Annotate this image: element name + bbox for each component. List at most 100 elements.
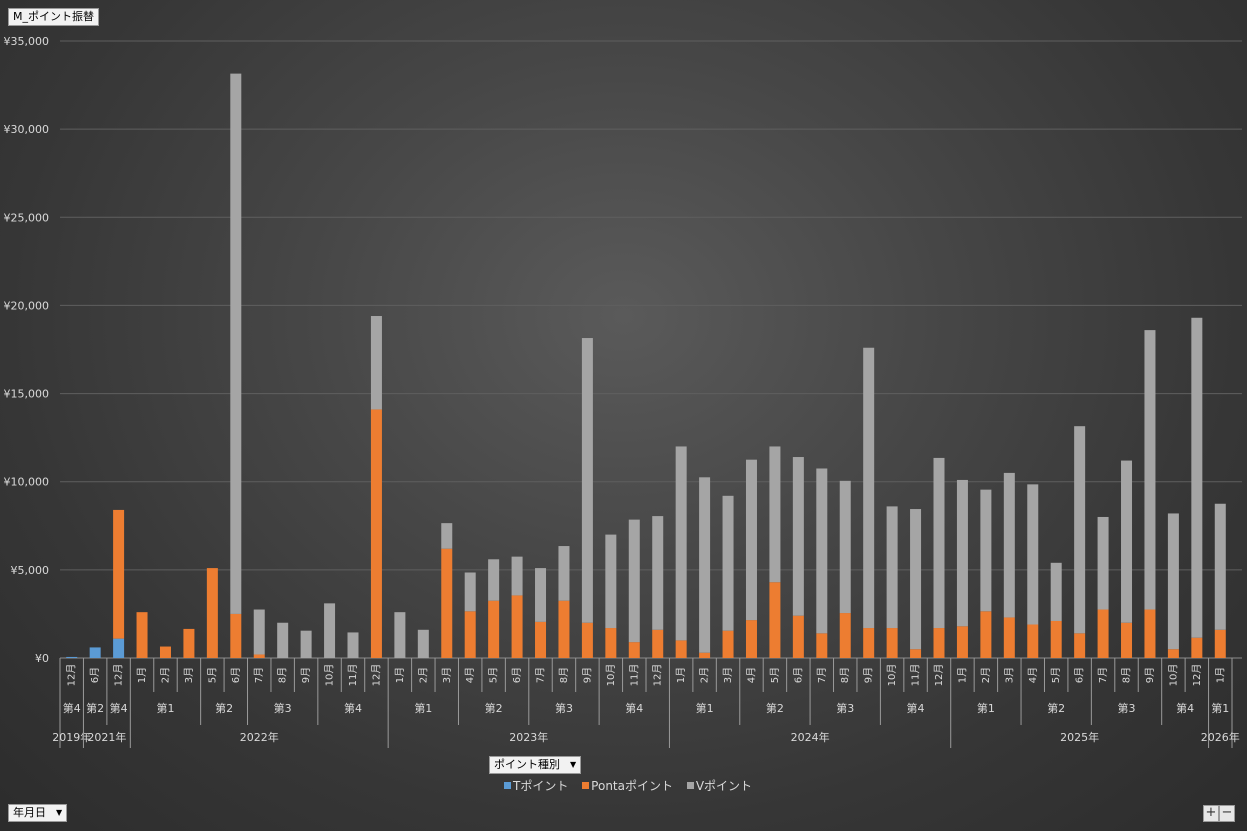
bar-v [1050,562,1062,621]
bar-ponta [1074,633,1086,658]
month-label: 2月 [699,667,711,683]
series-field-button[interactable]: ポイント種別 ▼ [489,756,582,774]
month-label: 4月 [1027,667,1039,683]
zoom-in-button[interactable]: + [1203,805,1219,822]
quarter-label: 第1 [977,701,995,715]
bar-ponta [488,600,500,658]
bar-v [300,630,312,658]
axis-field-label: 年月日 [13,806,46,819]
month-label: 6月 [230,667,242,683]
legend-item-v: Vポイント [686,777,752,794]
bar-v [956,479,968,627]
bar-ponta [745,620,757,658]
month-label: 10月 [324,664,336,687]
axis-field-button[interactable]: 年月日 ▼ [8,804,68,822]
chart-legend: Tポイント Pontaポイント Vポイント [504,777,762,794]
bar-ponta [605,628,617,658]
chevron-down-icon: ▼ [56,808,63,817]
bar-v [605,534,617,629]
chevron-down-icon: ▼ [570,760,577,769]
y-tick-label: ¥20,000 [4,299,50,312]
bar-ponta [1144,609,1156,658]
month-label: 3月 [722,667,734,683]
quarter-label: 第4 [344,701,362,715]
bar-v [464,572,476,612]
bar-v [745,459,757,621]
bar-t [66,656,78,658]
report-filter-button[interactable]: M_ポイント振替 [8,8,99,26]
y-tick-label: ¥15,000 [4,388,50,401]
month-label: 12月 [66,664,78,687]
bar-v [1097,516,1109,610]
month-label: 11月 [910,664,922,687]
bar-t [113,638,125,658]
bar-ponta [699,652,711,658]
month-label: 3月 [1003,667,1015,683]
month-label: 12月 [652,664,664,687]
bar-ponta [816,633,828,658]
month-label: 9月 [581,667,593,683]
bar-v [628,519,640,643]
bar-v [910,509,922,650]
month-label: 1月 [956,667,968,683]
bar-ponta [1191,637,1203,658]
bar-v [863,347,875,629]
plus-icon: + [1205,805,1217,820]
y-tick-label: ¥5,000 [11,564,50,577]
month-label: 9月 [863,667,875,683]
year-label: 2025年 [1060,730,1099,744]
quarter-label: 第4 [1176,701,1194,715]
quarter-label: 第1 [1211,701,1229,715]
month-label: 9月 [1144,667,1156,683]
bar-v [1074,426,1086,634]
bar-v [394,612,406,658]
month-label: 12月 [370,664,382,687]
month-label: 11月 [628,664,640,687]
bar-ponta [1214,629,1226,658]
y-tick-label: ¥30,000 [4,123,50,136]
bar-ponta [206,568,218,658]
bar-ponta [581,622,593,658]
bar-ponta [558,600,570,658]
month-label: 6月 [89,667,101,683]
month-label: 7月 [816,667,828,683]
month-label: 12月 [933,664,945,687]
bar-v [886,506,898,629]
bar-v [699,477,711,653]
y-tick-label: ¥35,000 [4,35,50,48]
bar-ponta [839,613,851,658]
year-label: 2021年 [87,730,126,744]
bar-ponta [1050,620,1062,658]
bar-ponta [136,612,148,658]
bar-v [441,523,453,549]
quarter-label: 第2 [86,701,104,715]
bar-ponta [956,626,968,658]
bar-v [1027,484,1039,625]
year-label: 2024年 [791,730,830,744]
quarter-label: 第1 [414,701,432,715]
month-label: 4月 [745,667,757,683]
quarter-label: 第3 [1118,701,1136,715]
month-label: 11月 [347,664,359,687]
bar-ponta [370,409,382,658]
bar-ponta [441,548,453,658]
quarter-label: 第4 [63,701,81,715]
bar-ponta [722,630,734,658]
bar-ponta [769,582,781,658]
bar-ponta [1121,622,1133,658]
month-label: 8月 [558,667,570,683]
bar-ponta [535,621,547,658]
month-label: 8月 [1121,667,1133,683]
minus-icon: − [1221,805,1233,820]
y-tick-label: ¥25,000 [4,211,50,224]
bar-v [1167,513,1179,650]
bar-v [769,446,781,583]
bar-v [277,622,289,658]
month-label: 1月 [394,667,406,683]
bar-v [722,495,734,631]
legend-swatch-ponta [582,782,590,789]
zoom-out-button[interactable]: − [1219,805,1235,822]
bar-v [792,457,804,616]
bar-v [1191,317,1203,638]
